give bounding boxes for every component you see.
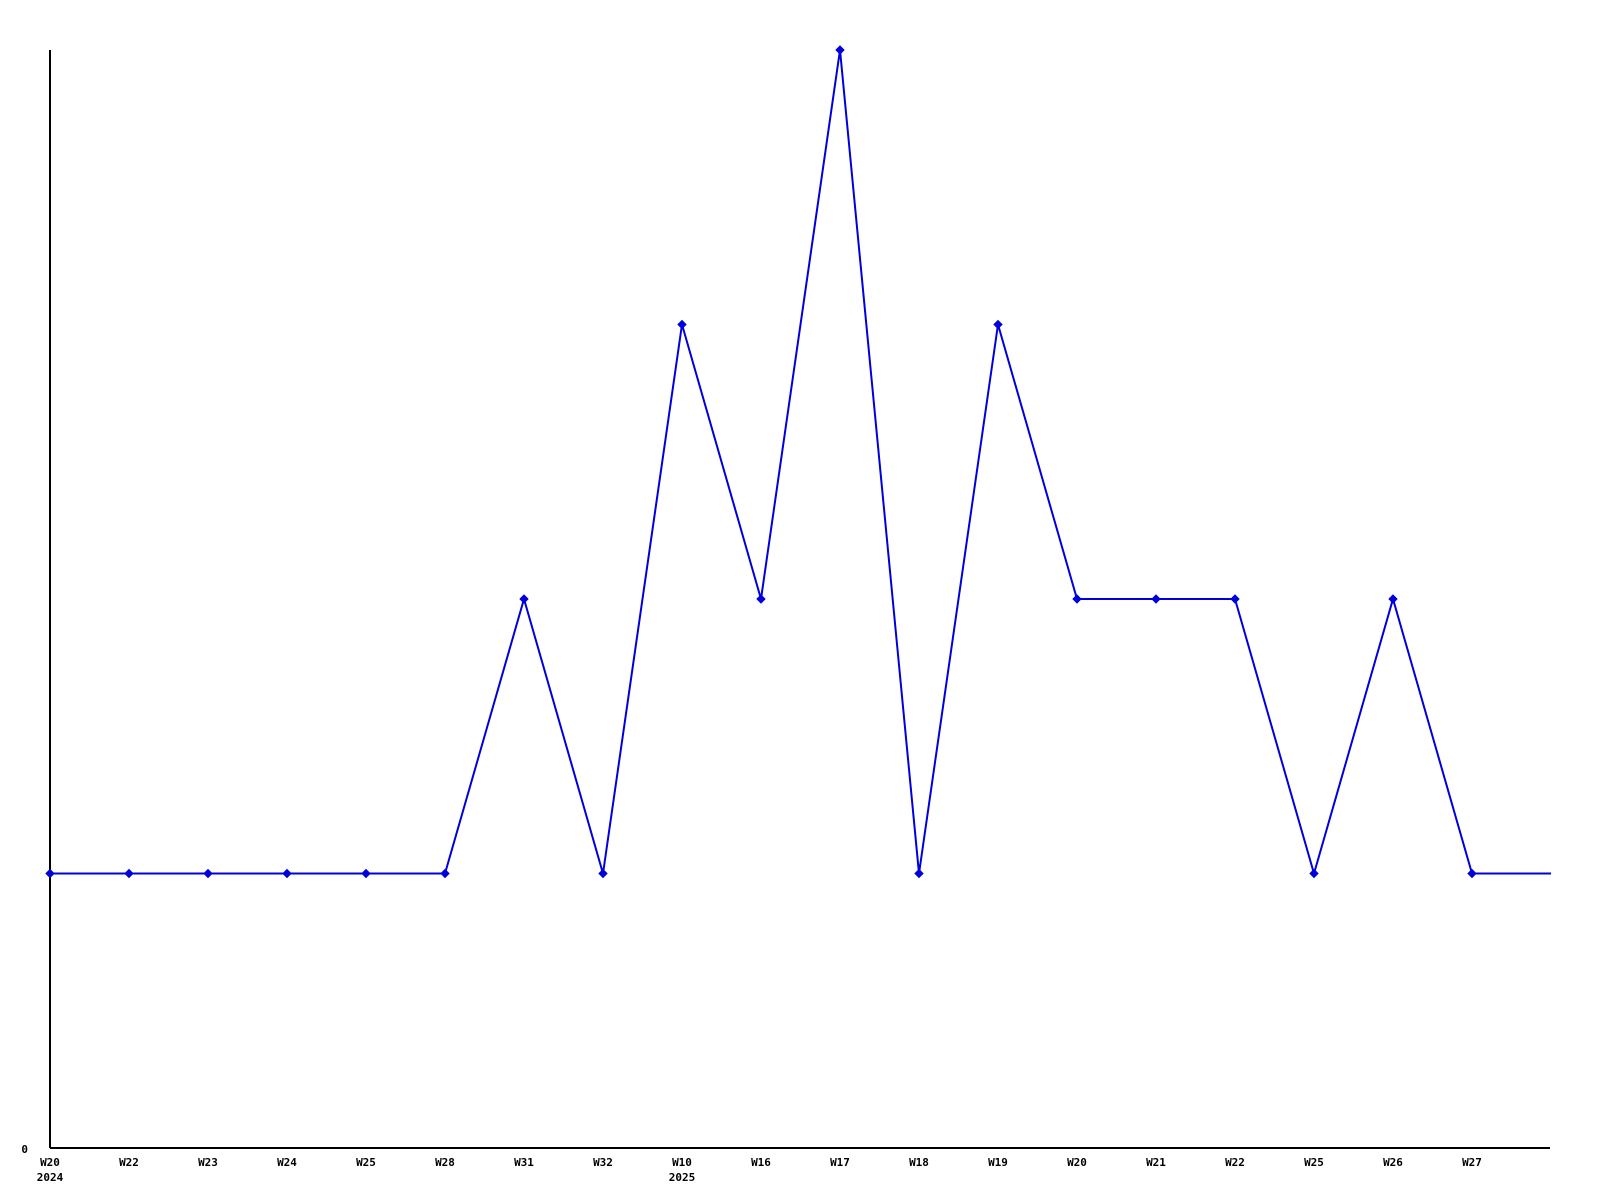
x-tick-label: W24 — [277, 1156, 297, 1169]
data-series-line — [50, 49, 1551, 878]
x-tick-label: W22 — [119, 1156, 139, 1169]
data-point-marker — [440, 868, 450, 879]
data-point-marker — [914, 868, 924, 879]
x-tick-label: W23 — [198, 1156, 218, 1169]
data-point-marker — [203, 868, 213, 879]
x-tick-label: W27 — [1462, 1156, 1482, 1169]
data-point-marker — [1309, 868, 1319, 879]
data-point-marker — [1230, 594, 1240, 604]
data-point-marker — [1151, 594, 1161, 604]
data-point-marker — [45, 868, 55, 879]
x-tick-label: W22 — [1225, 1156, 1245, 1169]
data-point-marker — [519, 594, 529, 604]
x-tick-label: W21 — [1146, 1156, 1166, 1169]
x-axis-year-label: 2025 — [669, 1171, 696, 1184]
x-tick-label: W19 — [988, 1156, 1008, 1169]
x-axis-year-label: 2024 — [37, 1171, 64, 1184]
y-axis-zero-label: 0 — [21, 1143, 28, 1156]
x-tick-label: W25 — [1304, 1156, 1324, 1169]
data-point-marker — [124, 868, 134, 879]
x-tick-label: W32 — [593, 1156, 613, 1169]
data-point-marker — [598, 868, 608, 879]
data-point-marker — [993, 319, 1003, 330]
x-tick-label: W31 — [514, 1156, 534, 1169]
data-point-marker — [282, 868, 292, 879]
data-point-marker — [1388, 594, 1398, 604]
x-tick-label: W10 — [672, 1156, 692, 1169]
x-tick-label: W18 — [909, 1156, 929, 1169]
x-tick-label: W20 — [40, 1156, 60, 1169]
x-tick-label: W17 — [830, 1156, 850, 1169]
x-tick-label: W25 — [356, 1156, 376, 1169]
x-tick-label: W26 — [1383, 1156, 1403, 1169]
data-point-marker — [756, 594, 766, 604]
data-point-marker — [835, 45, 845, 55]
x-tick-label: W16 — [751, 1156, 771, 1169]
x-tick-label: W20 — [1067, 1156, 1087, 1169]
data-point-marker — [1072, 594, 1082, 604]
data-point-marker — [677, 319, 687, 330]
data-point-marker — [1467, 868, 1477, 879]
x-tick-label: W28 — [435, 1156, 455, 1169]
data-point-marker — [361, 868, 371, 879]
